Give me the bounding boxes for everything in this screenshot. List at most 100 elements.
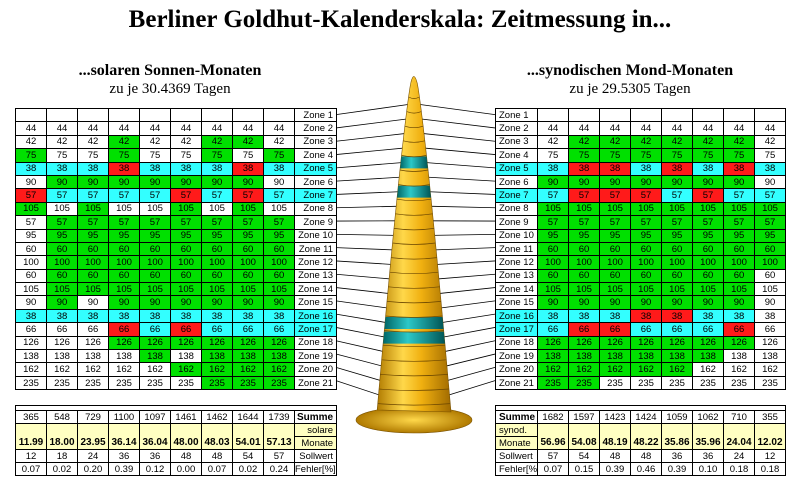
table-cell: 60 [599, 241, 631, 257]
table-cell: 38 [232, 161, 264, 176]
hat-ring [392, 242, 436, 245]
zone-label: Zone 13 [294, 268, 337, 284]
summary-cell-fehler: 0.24 [263, 462, 295, 476]
summary-cell-sollwert: 54 [232, 449, 264, 463]
leader-line [426, 191, 496, 195]
table-cell: 60 [754, 241, 786, 257]
leader-line [419, 132, 496, 142]
table-cell: 105 [630, 282, 662, 297]
table-cell: 100 [201, 255, 233, 270]
table-cell [232, 107, 264, 123]
zone-label: Zone 4 [294, 148, 337, 163]
table-cell: 100 [263, 255, 295, 270]
table-cell: 90 [139, 174, 171, 190]
summary-cell-sollwert: 12 [753, 449, 787, 463]
table-cell: 235 [599, 375, 631, 391]
table-cell: 60 [77, 268, 109, 284]
table-cell: 105 [661, 201, 693, 217]
table-cell: 126 [568, 335, 600, 351]
summary-cell-summe: 1100 [108, 410, 140, 424]
table-row: Zone 2 44 44 44 44 44 44 44 44 [495, 121, 786, 136]
table-cell: 38 [568, 161, 600, 176]
table-cell: 75 [692, 148, 724, 163]
summary-cell-monate: 48.19 [599, 436, 631, 450]
table-row: 90 90 90 90 90 90 90 90 90 Zone 6 [15, 174, 337, 190]
table-cell [77, 107, 109, 123]
hat-ring [406, 111, 422, 114]
table-cell: 75 [15, 148, 47, 163]
table-cell: 42 [201, 134, 233, 150]
table-cell: 90 [232, 174, 264, 190]
leader-line [335, 366, 384, 382]
left-subheading: zu je 30.4369 Tagen [109, 81, 231, 97]
summary-cell-summe: 355 [753, 410, 787, 424]
table-row: 66 66 66 66 66 66 66 66 66 Zone 17 [15, 322, 337, 337]
table-cell: 100 [568, 255, 600, 270]
leader-line [433, 260, 496, 265]
summary-row-fehler: Fehler[%] 0.07 0.15 0.39 0.46 0.39 0.10 0.18 0.1… [495, 462, 787, 476]
table-cell: 95 [568, 228, 600, 243]
summary-row-fehler: 0.07 0.02 0.20 0.39 0.12 0.00 0.07 0.02 0.24 Fehl… [15, 462, 338, 476]
summary-cell-summe: 1062 [692, 410, 724, 424]
leader-line [335, 191, 402, 195]
table-cell [263, 107, 295, 123]
left-heading: ...solaren Sonnen-Monaten [78, 62, 262, 79]
table-cell: 75 [568, 148, 600, 163]
table-cell: 138 [599, 349, 631, 364]
table-cell: 105 [692, 282, 724, 297]
table-cell: 90 [754, 295, 786, 310]
table-cell: 38 [754, 161, 786, 176]
table-cell: 162 [232, 362, 264, 377]
table-row: Zone 4 75 75 75 75 75 75 75 75 [495, 148, 786, 163]
zone-label: Zone 17 [294, 322, 337, 337]
table-cell: 95 [15, 228, 47, 243]
zone-label: Zone 12 [495, 255, 538, 270]
right-summary-table: Summe 1682 1597 1423 1424 1059 1062 710 355 synod… [494, 405, 787, 476]
table-cell [723, 107, 755, 123]
table-cell: 38 [108, 161, 140, 176]
zone-label: Zone 9 [294, 215, 337, 230]
summary-cell-summe: 729 [77, 410, 109, 424]
table-cell: 57 [15, 188, 47, 203]
summary-label-sollwert: Sollwert [293, 449, 338, 463]
table-cell: 44 [201, 121, 233, 136]
table-cell: 126 [263, 335, 295, 351]
table-cell: 38 [630, 308, 662, 324]
summary-blank [170, 423, 202, 437]
table-cell: 44 [599, 121, 631, 136]
table-cell: 60 [630, 241, 662, 257]
table-cell: 38 [108, 308, 140, 324]
table-cell [599, 107, 631, 123]
summary-cell-fehler: 0.07 [15, 462, 47, 476]
table-cell: 100 [661, 255, 693, 270]
hat-ring [381, 359, 447, 362]
table-cell: 75 [46, 148, 78, 163]
summary-cell-sollwert: 36 [139, 449, 171, 463]
table-cell: 90 [15, 174, 47, 190]
right-zone-table: Zone 1 Zone 2 44 44 44 44 44 44 44 44 Zone 3 42 42 42… [495, 107, 786, 391]
table-cell: 38 [723, 308, 755, 324]
table-cell: 162 [15, 362, 47, 377]
table-cell: 235 [568, 375, 600, 391]
summary-cell-summe: 1462 [201, 410, 233, 424]
table-cell: 57 [232, 188, 264, 203]
table-cell: 38 [692, 308, 724, 324]
table-row: 38 38 38 38 38 38 38 38 38 Zone 5 [15, 161, 337, 176]
table-cell: 235 [661, 375, 693, 391]
table-cell: 57 [263, 215, 295, 230]
table-cell: 235 [15, 375, 47, 391]
table-row: Zone 7 57 57 57 57 57 57 57 57 [495, 188, 786, 203]
hat-ring [391, 257, 437, 260]
leader-line [335, 176, 404, 182]
table-cell: 60 [15, 268, 47, 284]
table-cell: 44 [692, 121, 724, 136]
leader-line [335, 147, 407, 155]
table-cell: 162 [108, 362, 140, 377]
summary-blank [201, 423, 233, 437]
hat-ring [404, 125, 424, 129]
table-cell: 162 [692, 362, 724, 377]
summary-cell-sollwert: 57 [537, 449, 569, 463]
table-cell: 90 [170, 295, 202, 310]
table-cell: 100 [77, 255, 109, 270]
